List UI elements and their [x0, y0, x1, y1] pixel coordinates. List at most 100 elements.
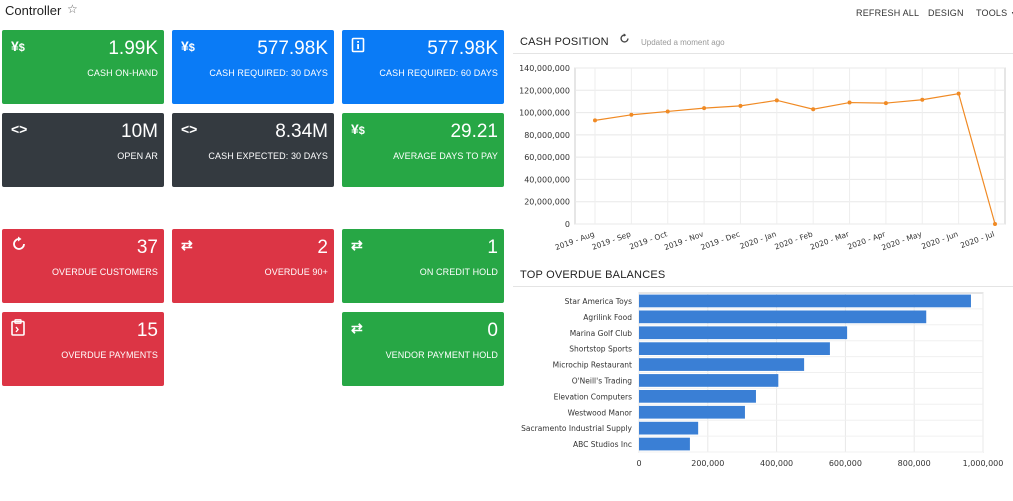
series-line	[594, 92, 996, 225]
data-point	[702, 106, 707, 111]
tile-label: CASH ON-HAND	[87, 68, 158, 78]
bar	[639, 358, 805, 371]
x-tick-label: 2020 - Jul	[959, 229, 996, 250]
tile-open-ar[interactable]: <> 10M OPEN AR	[2, 113, 164, 187]
y-tick-label: Agrilink Food	[583, 313, 632, 322]
tile-average-days-to-pay[interactable]: ¥$ 29.21 AVERAGE DAYS TO PAY	[342, 113, 504, 187]
data-point	[811, 107, 816, 112]
info-doc-icon	[351, 37, 371, 55]
x-tick-label: 2020 - Jan	[739, 229, 778, 251]
tile-overdue-90[interactable]: ⇄ 2 OVERDUE 90+	[172, 229, 334, 303]
data-point	[738, 103, 743, 108]
clipboard-icon	[11, 319, 31, 337]
tile-label: OVERDUE CUSTOMERS	[51, 267, 158, 277]
tile-on-credit-hold[interactable]: ⇄ 1 ON CREDIT HOLD	[342, 229, 504, 303]
tile-label: AVERAGE DAYS TO PAY	[393, 151, 498, 161]
tile-value: 0	[487, 320, 498, 341]
tile-label: OVERDUE PAYMENTS	[61, 350, 158, 360]
y-tick-label: 0	[565, 220, 570, 229]
data-point	[847, 100, 852, 105]
data-point	[593, 118, 597, 123]
tile-overdue-payments[interactable]: 15 OVERDUE PAYMENTS	[2, 312, 164, 386]
y-tick-label: 40,000,000	[524, 175, 570, 184]
cash-position-chart: 0 20,000,000 40,000,000 60,000,000 80,000,00…	[519, 64, 1006, 252]
refresh-icon[interactable]	[619, 33, 630, 47]
data-point	[774, 98, 779, 103]
tile-label: OPEN AR	[117, 151, 158, 161]
bar	[639, 342, 830, 356]
tile-label: CASH REQUIRED: 30 DAYS	[209, 68, 328, 78]
tile-cash-expected-30[interactable]: <> 8.34M CASH EXPECTED: 30 DAYS	[172, 113, 334, 187]
y-tick-label: 120,000,000	[519, 86, 570, 95]
tile-value: 15	[136, 320, 158, 341]
x-tick-label: 2019 - Aug	[554, 229, 596, 252]
tile-label: ON CREDIT HOLD	[419, 267, 498, 277]
yen-dollar-icon: ¥$	[181, 38, 195, 54]
y-tick-label: Star America Toys	[565, 297, 632, 306]
data-point	[956, 91, 961, 96]
exchange-icon: ⇄	[351, 237, 363, 253]
tile-cash-required-60[interactable]: 577.98K CASH REQUIRED: 60 DAYS	[342, 30, 504, 104]
tile-vendor-payment-hold[interactable]: ⇄ 0 VENDOR PAYMENT HOLD	[342, 312, 504, 386]
exchange-icon: ⇄	[181, 237, 193, 253]
top-overdue-chart: 0 200,000 400,000 600,000 800,000 1,000,000 St…	[521, 292, 1004, 468]
design-button[interactable]: DESIGN	[928, 8, 964, 18]
top-overdue-title: TOP OVERDUE BALANCES	[520, 269, 666, 281]
code-icon: <>	[181, 121, 198, 137]
tools-label: TOOLS	[976, 8, 1008, 18]
x-tick-label: 400,000	[760, 459, 793, 468]
bar	[639, 389, 756, 403]
y-tick-label: Shortstop Sports	[569, 345, 632, 354]
data-point	[629, 112, 634, 117]
tile-cash-required-30[interactable]: ¥$ 577.98K CASH REQUIRED: 30 DAYS	[172, 30, 334, 104]
bar	[639, 294, 971, 308]
tile-value: 37	[136, 237, 158, 258]
tile-value: 8.34M	[275, 121, 328, 142]
tile-label: OVERDUE 90+	[264, 267, 328, 277]
x-tick-label: 200,000	[691, 459, 724, 468]
y-tick-label: Elevation Computers	[554, 392, 633, 401]
data-point	[920, 97, 925, 102]
x-tick-label: 2019 - Oct	[628, 229, 668, 251]
bar	[639, 310, 927, 324]
y-tick-label: Sacramento Industrial Supply	[521, 424, 632, 433]
y-tick-label: ABC Studios Inc	[573, 440, 632, 449]
x-tick-label: 2019 - Sep	[591, 229, 633, 251]
y-tick-label: 100,000,000	[519, 109, 570, 118]
page-title: Controller	[5, 3, 62, 18]
x-tick-label: 0	[636, 459, 641, 468]
tile-label: CASH EXPECTED: 30 DAYS	[208, 151, 328, 161]
x-tick-label: 600,000	[829, 459, 862, 468]
data-point	[665, 109, 670, 114]
tile-value: 10M	[121, 121, 158, 142]
bar	[639, 405, 745, 419]
tools-menu-button[interactable]: TOOLS▼	[976, 8, 1013, 18]
x-tick-label: 2020 - Jun	[920, 229, 959, 251]
tile-overdue-customers[interactable]: 37 OVERDUE CUSTOMERS	[2, 229, 164, 303]
tile-value: 2	[317, 237, 328, 258]
y-tick-label: 80,000,000	[524, 131, 570, 140]
tile-label: VENDOR PAYMENT HOLD	[385, 350, 498, 360]
y-tick-label: 20,000,000	[524, 198, 570, 207]
panel-divider	[513, 286, 1013, 287]
cash-position-title: CASH POSITION	[520, 36, 609, 48]
updated-timestamp: Updated a moment ago	[641, 38, 725, 47]
tile-label: CASH REQUIRED: 60 DAYS	[379, 68, 498, 78]
y-tick-label: 140,000,000	[519, 64, 570, 73]
tile-value: 1	[487, 237, 498, 258]
bar	[639, 374, 779, 387]
data-point	[883, 101, 888, 106]
y-tick-label: 60,000,000	[524, 153, 570, 162]
x-tick-label: 1,000,000	[963, 459, 1004, 468]
exchange-icon: ⇄	[351, 320, 363, 336]
star-icon[interactable]: ☆	[67, 2, 78, 16]
plot-area	[574, 67, 1006, 225]
x-tick-label: 2020 - May	[880, 229, 923, 252]
bar	[639, 421, 699, 435]
refresh-all-button[interactable]: REFRESH ALL	[856, 8, 920, 18]
caret-down-icon: ▼	[1010, 11, 1013, 18]
tile-value: 577.98K	[257, 38, 328, 59]
refresh-icon	[11, 236, 31, 254]
x-tick-label: 2019 - Nov	[663, 229, 705, 252]
tile-cash-on-hand[interactable]: ¥$ 1.99K CASH ON-HAND	[2, 30, 164, 104]
